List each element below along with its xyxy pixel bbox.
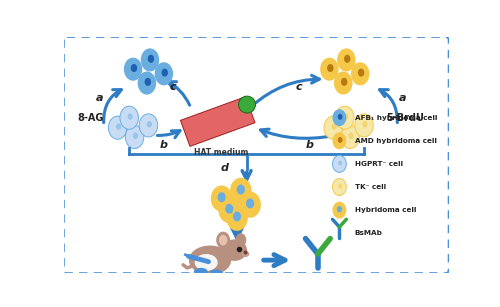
Text: HAT medium: HAT medium (194, 149, 249, 157)
FancyBboxPatch shape (64, 37, 449, 273)
Ellipse shape (320, 58, 338, 81)
Ellipse shape (238, 96, 256, 113)
Text: a: a (96, 93, 103, 103)
Ellipse shape (240, 192, 261, 218)
Ellipse shape (332, 123, 337, 130)
Ellipse shape (210, 269, 223, 277)
Ellipse shape (343, 113, 348, 120)
Ellipse shape (108, 116, 127, 139)
Ellipse shape (226, 205, 248, 231)
Ellipse shape (338, 184, 342, 188)
Ellipse shape (162, 68, 168, 77)
Ellipse shape (154, 62, 173, 85)
Ellipse shape (337, 206, 342, 212)
Text: Hybridoma cell: Hybridoma cell (355, 207, 416, 213)
Ellipse shape (358, 68, 364, 77)
Ellipse shape (334, 72, 352, 95)
Ellipse shape (124, 58, 142, 81)
Ellipse shape (332, 155, 346, 172)
Ellipse shape (116, 123, 121, 130)
Ellipse shape (237, 185, 245, 195)
Text: a: a (399, 93, 406, 103)
Ellipse shape (233, 212, 241, 221)
Text: AFB₁ hybridoma cell: AFB₁ hybridoma cell (355, 115, 437, 121)
Text: 8-AG: 8-AG (78, 113, 104, 123)
Ellipse shape (126, 125, 144, 149)
Ellipse shape (338, 137, 342, 143)
Ellipse shape (218, 197, 240, 223)
Ellipse shape (141, 49, 159, 72)
Ellipse shape (133, 133, 138, 139)
Ellipse shape (344, 55, 350, 63)
Ellipse shape (341, 78, 347, 86)
Text: b: b (306, 140, 314, 150)
Ellipse shape (242, 251, 250, 257)
Ellipse shape (351, 62, 370, 85)
Ellipse shape (332, 132, 346, 149)
Ellipse shape (147, 121, 152, 127)
Ellipse shape (194, 268, 207, 276)
Ellipse shape (219, 235, 228, 246)
Ellipse shape (327, 64, 334, 72)
Ellipse shape (218, 192, 226, 202)
Text: HGPRT⁻ cell: HGPRT⁻ cell (355, 161, 403, 167)
Ellipse shape (324, 116, 342, 139)
Text: TK⁻ cell: TK⁻ cell (355, 184, 386, 190)
Text: b: b (160, 140, 168, 150)
Ellipse shape (222, 239, 247, 261)
Text: c: c (296, 82, 302, 92)
Ellipse shape (362, 121, 368, 127)
Ellipse shape (128, 113, 132, 120)
Ellipse shape (337, 49, 355, 72)
Ellipse shape (139, 114, 158, 137)
Text: d: d (221, 163, 229, 173)
Ellipse shape (246, 198, 254, 208)
Ellipse shape (138, 72, 156, 95)
Ellipse shape (332, 109, 346, 126)
Ellipse shape (216, 232, 230, 249)
Text: BsMAb: BsMAb (355, 230, 382, 236)
Ellipse shape (130, 64, 137, 72)
Ellipse shape (236, 233, 246, 247)
Ellipse shape (211, 185, 233, 212)
Ellipse shape (336, 106, 354, 129)
Polygon shape (180, 97, 255, 146)
Ellipse shape (120, 106, 139, 129)
Ellipse shape (338, 114, 342, 120)
Ellipse shape (332, 202, 346, 219)
Ellipse shape (348, 133, 354, 139)
Text: AMD hybridoma cell: AMD hybridoma cell (355, 138, 436, 144)
Ellipse shape (341, 125, 359, 149)
Ellipse shape (189, 246, 231, 275)
Ellipse shape (230, 178, 252, 204)
Ellipse shape (194, 254, 218, 271)
Ellipse shape (148, 55, 154, 63)
Ellipse shape (225, 204, 234, 214)
Ellipse shape (332, 178, 346, 196)
Ellipse shape (144, 78, 151, 86)
Text: c: c (170, 82, 176, 92)
Ellipse shape (355, 114, 374, 137)
Text: 5-BrdU: 5-BrdU (386, 113, 424, 123)
Ellipse shape (338, 161, 342, 165)
